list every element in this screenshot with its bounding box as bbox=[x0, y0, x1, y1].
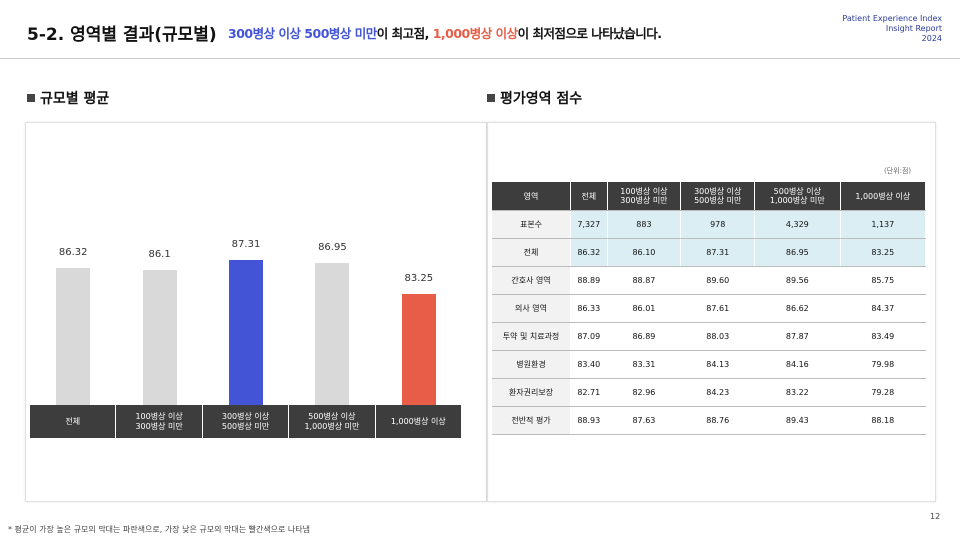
cell: 83.49 bbox=[840, 322, 927, 351]
cell: 89.60 bbox=[680, 266, 756, 295]
score-table: 영역 전체 100병상 이상 300병상 미만 300병상 이상 500병상 미만 50… bbox=[492, 182, 927, 435]
row-label: 표본수 bbox=[492, 210, 571, 239]
cell: 883 bbox=[607, 210, 682, 239]
table-row: 환자권리보장 82.71 82.96 84.23 83.22 79.28 bbox=[492, 378, 927, 407]
column-header: 전체 bbox=[570, 182, 608, 211]
table-panel bbox=[487, 122, 936, 502]
page-number: 12 bbox=[930, 512, 941, 521]
bar bbox=[315, 262, 350, 405]
chart-panel bbox=[25, 122, 487, 502]
cell: 88.93 bbox=[570, 406, 608, 435]
cell: 88.18 bbox=[840, 406, 927, 435]
divider bbox=[0, 58, 960, 59]
cell: 87.63 bbox=[607, 406, 682, 435]
cell: 4,329 bbox=[754, 210, 841, 239]
table-row: 투약 및 치료과정 87.09 86.89 88.03 87.87 83.49 bbox=[492, 322, 927, 351]
cell: 86.33 bbox=[570, 294, 608, 323]
cell: 87.87 bbox=[754, 322, 841, 351]
value-label: 86.1 bbox=[148, 248, 171, 260]
cell: 82.71 bbox=[570, 378, 608, 407]
report-line: 2024 bbox=[921, 34, 942, 43]
cell: 88.89 bbox=[570, 266, 608, 295]
cell: 82.96 bbox=[607, 378, 682, 407]
cell: 89.56 bbox=[754, 266, 841, 295]
section-title: 평가영역 점수 bbox=[487, 88, 582, 108]
cell: 978 bbox=[680, 210, 756, 239]
category-label: 1,000병상 이상 bbox=[375, 405, 462, 438]
cell: 85.75 bbox=[840, 266, 927, 295]
report-line: Patient Experience Index bbox=[842, 14, 942, 23]
cell: 7,327 bbox=[570, 210, 608, 239]
cell: 84.13 bbox=[680, 350, 756, 379]
table-row: 전체 86.32 86.10 87.31 86.95 83.25 bbox=[492, 238, 927, 267]
bar bbox=[401, 293, 436, 405]
value-label: 87.31 bbox=[231, 238, 261, 250]
value-label: 86.32 bbox=[58, 246, 88, 258]
report-line: Insight Report bbox=[885, 24, 942, 33]
bar bbox=[56, 267, 91, 405]
column-header: 영역 bbox=[492, 182, 571, 211]
column-header: 100병상 이상 300병상 미만 bbox=[607, 182, 682, 211]
row-label: 전반적 평가 bbox=[492, 406, 571, 435]
row-label: 의사 영역 bbox=[492, 294, 571, 323]
cell: 83.22 bbox=[754, 378, 841, 407]
unit: (단위:점) bbox=[884, 167, 912, 175]
summary-part: 이 최저점으로 나타났습니다. bbox=[517, 26, 662, 41]
cell: 87.31 bbox=[680, 238, 756, 267]
cell: 83.40 bbox=[570, 350, 608, 379]
table-row: 의사 영역 86.33 86.01 87.61 86.62 84.37 bbox=[492, 294, 927, 323]
row-label: 병원환경 bbox=[492, 350, 571, 379]
title: 5-2. 영역별 결과(규모별) bbox=[27, 25, 217, 45]
table-row: 병원환경 83.40 83.31 84.13 84.16 79.98 bbox=[492, 350, 927, 379]
category-label: 전체 bbox=[30, 405, 117, 438]
row-label: 간호사 영역 bbox=[492, 266, 571, 295]
summary: 300병상 이상 500병상 미만이 최고점, 1,000병상 이상이 최저점으… bbox=[228, 23, 662, 42]
cell: 86.89 bbox=[607, 322, 682, 351]
category-label: 300병상 이상 500병상 미만 bbox=[202, 405, 290, 438]
cell: 79.98 bbox=[840, 350, 927, 379]
table-row: 표본수 7,327 883 978 4,329 1,137 bbox=[492, 210, 927, 239]
summary-part: 이 최고점, bbox=[376, 26, 433, 41]
cell: 84.37 bbox=[840, 294, 927, 323]
category-label: 100병상 이상 300병상 미만 bbox=[116, 405, 203, 438]
summary-part: 1,000병상 이상 bbox=[432, 26, 518, 41]
cell: 83.25 bbox=[840, 238, 927, 267]
cell: 86.95 bbox=[754, 238, 841, 267]
cell: 88.76 bbox=[680, 406, 756, 435]
section-title: 규모별 평균 bbox=[27, 88, 109, 108]
column-header: 1,000병상 이상 bbox=[840, 182, 927, 211]
cell: 84.16 bbox=[754, 350, 841, 379]
cell: 86.10 bbox=[607, 238, 682, 267]
row-label: 환자권리보장 bbox=[492, 378, 571, 407]
cell: 87.61 bbox=[680, 294, 756, 323]
cell: 86.01 bbox=[607, 294, 682, 323]
bar bbox=[229, 259, 263, 405]
cell: 87.09 bbox=[570, 322, 608, 351]
cell: 88.03 bbox=[680, 322, 756, 351]
cell: 88.87 bbox=[607, 266, 682, 295]
cell: 79.28 bbox=[840, 378, 927, 407]
category-label: 500병상 이상 1,000병상 미만 bbox=[289, 405, 376, 438]
table-row: 간호사 영역 88.89 88.87 89.60 89.56 85.75 bbox=[492, 266, 927, 295]
cell: 1,137 bbox=[840, 210, 927, 239]
row-label: 투약 및 치료과정 bbox=[492, 322, 571, 351]
header-row: 영역 전체 100병상 이상 300병상 미만 300병상 이상 500병상 미만 50… bbox=[492, 182, 927, 211]
column-header: 500병상 이상 1,000병상 미만 bbox=[754, 182, 841, 211]
column-header: 300병상 이상 500병상 미만 bbox=[680, 182, 756, 211]
cell: 83.31 bbox=[607, 350, 682, 379]
cell: 86.32 bbox=[570, 238, 608, 267]
bar bbox=[142, 269, 177, 405]
cell: 84.23 bbox=[680, 378, 756, 407]
value-label: 83.25 bbox=[404, 272, 434, 284]
row-label: 전체 bbox=[492, 238, 571, 267]
value-label: 86.95 bbox=[318, 241, 347, 253]
table-row: 전반적 평가 88.93 87.63 88.76 89.43 88.18 bbox=[492, 406, 927, 435]
cell: 89.43 bbox=[754, 406, 841, 435]
report-info: Patient Experience Index Insight Report 20… bbox=[842, 14, 942, 44]
summary-part: 300병상 이상 500병상 미만 bbox=[228, 26, 377, 41]
cell: 86.62 bbox=[754, 294, 841, 323]
footnote: * 평균이 가장 높은 규모의 막대는 파란색으로, 가장 낮은 규모의 막대는… bbox=[8, 525, 311, 534]
